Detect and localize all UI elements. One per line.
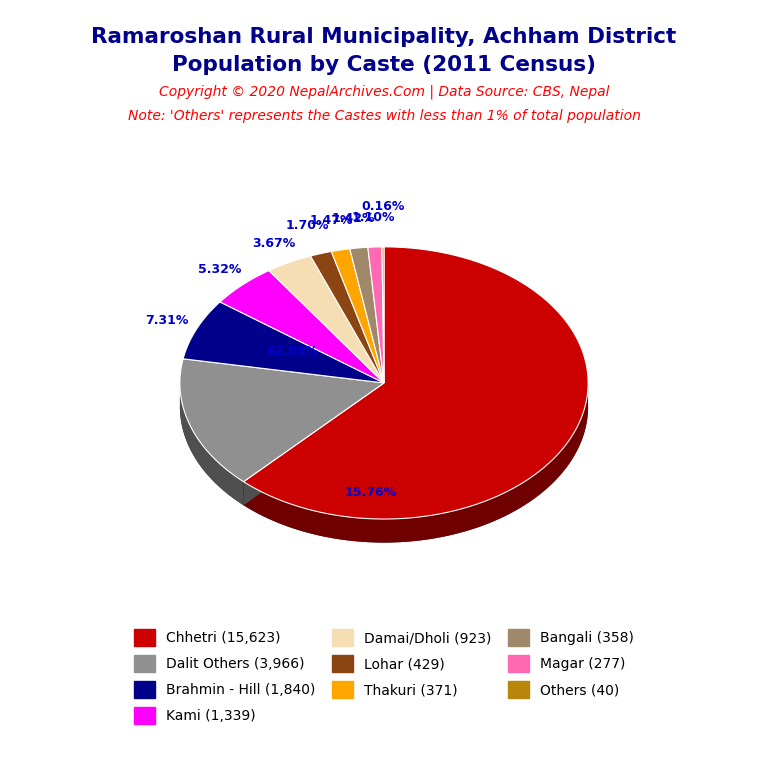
Text: 3.67%: 3.67% xyxy=(253,237,296,250)
Text: 7.31%: 7.31% xyxy=(145,314,188,327)
Text: 1.42%: 1.42% xyxy=(332,212,375,225)
Text: 0.16%: 0.16% xyxy=(361,200,405,213)
Polygon shape xyxy=(243,383,384,505)
Polygon shape xyxy=(243,247,588,519)
Text: 1.70%: 1.70% xyxy=(285,219,329,232)
Text: Copyright © 2020 NepalArchives.Com | Data Source: CBS, Nepal: Copyright © 2020 NepalArchives.Com | Dat… xyxy=(159,84,609,99)
Text: 62.08%: 62.08% xyxy=(266,345,319,358)
Polygon shape xyxy=(310,251,384,383)
Polygon shape xyxy=(180,383,243,505)
Polygon shape xyxy=(180,359,384,482)
Text: 1.47%: 1.47% xyxy=(310,214,353,227)
Polygon shape xyxy=(220,270,384,383)
Text: Note: 'Others' represents the Castes with less than 1% of total population: Note: 'Others' represents the Castes wit… xyxy=(127,109,641,123)
Legend: Chhetri (15,623), Dalit Others (3,966), Brahmin - Hill (1,840), Kami (1,339), Da: Chhetri (15,623), Dalit Others (3,966), … xyxy=(134,629,634,724)
Polygon shape xyxy=(382,247,384,383)
Polygon shape xyxy=(331,249,384,383)
Text: Ramaroshan Rural Municipality, Achham District: Ramaroshan Rural Municipality, Achham Di… xyxy=(91,27,677,47)
Polygon shape xyxy=(243,386,588,542)
Polygon shape xyxy=(269,256,384,383)
Text: 5.32%: 5.32% xyxy=(198,263,242,276)
Text: 15.76%: 15.76% xyxy=(345,486,397,499)
Text: Population by Caste (2011 Census): Population by Caste (2011 Census) xyxy=(172,55,596,75)
Text: 1.10%: 1.10% xyxy=(351,210,395,223)
Polygon shape xyxy=(349,247,384,383)
Polygon shape xyxy=(243,383,384,505)
Polygon shape xyxy=(368,247,384,383)
Polygon shape xyxy=(180,406,588,542)
Polygon shape xyxy=(183,302,384,383)
